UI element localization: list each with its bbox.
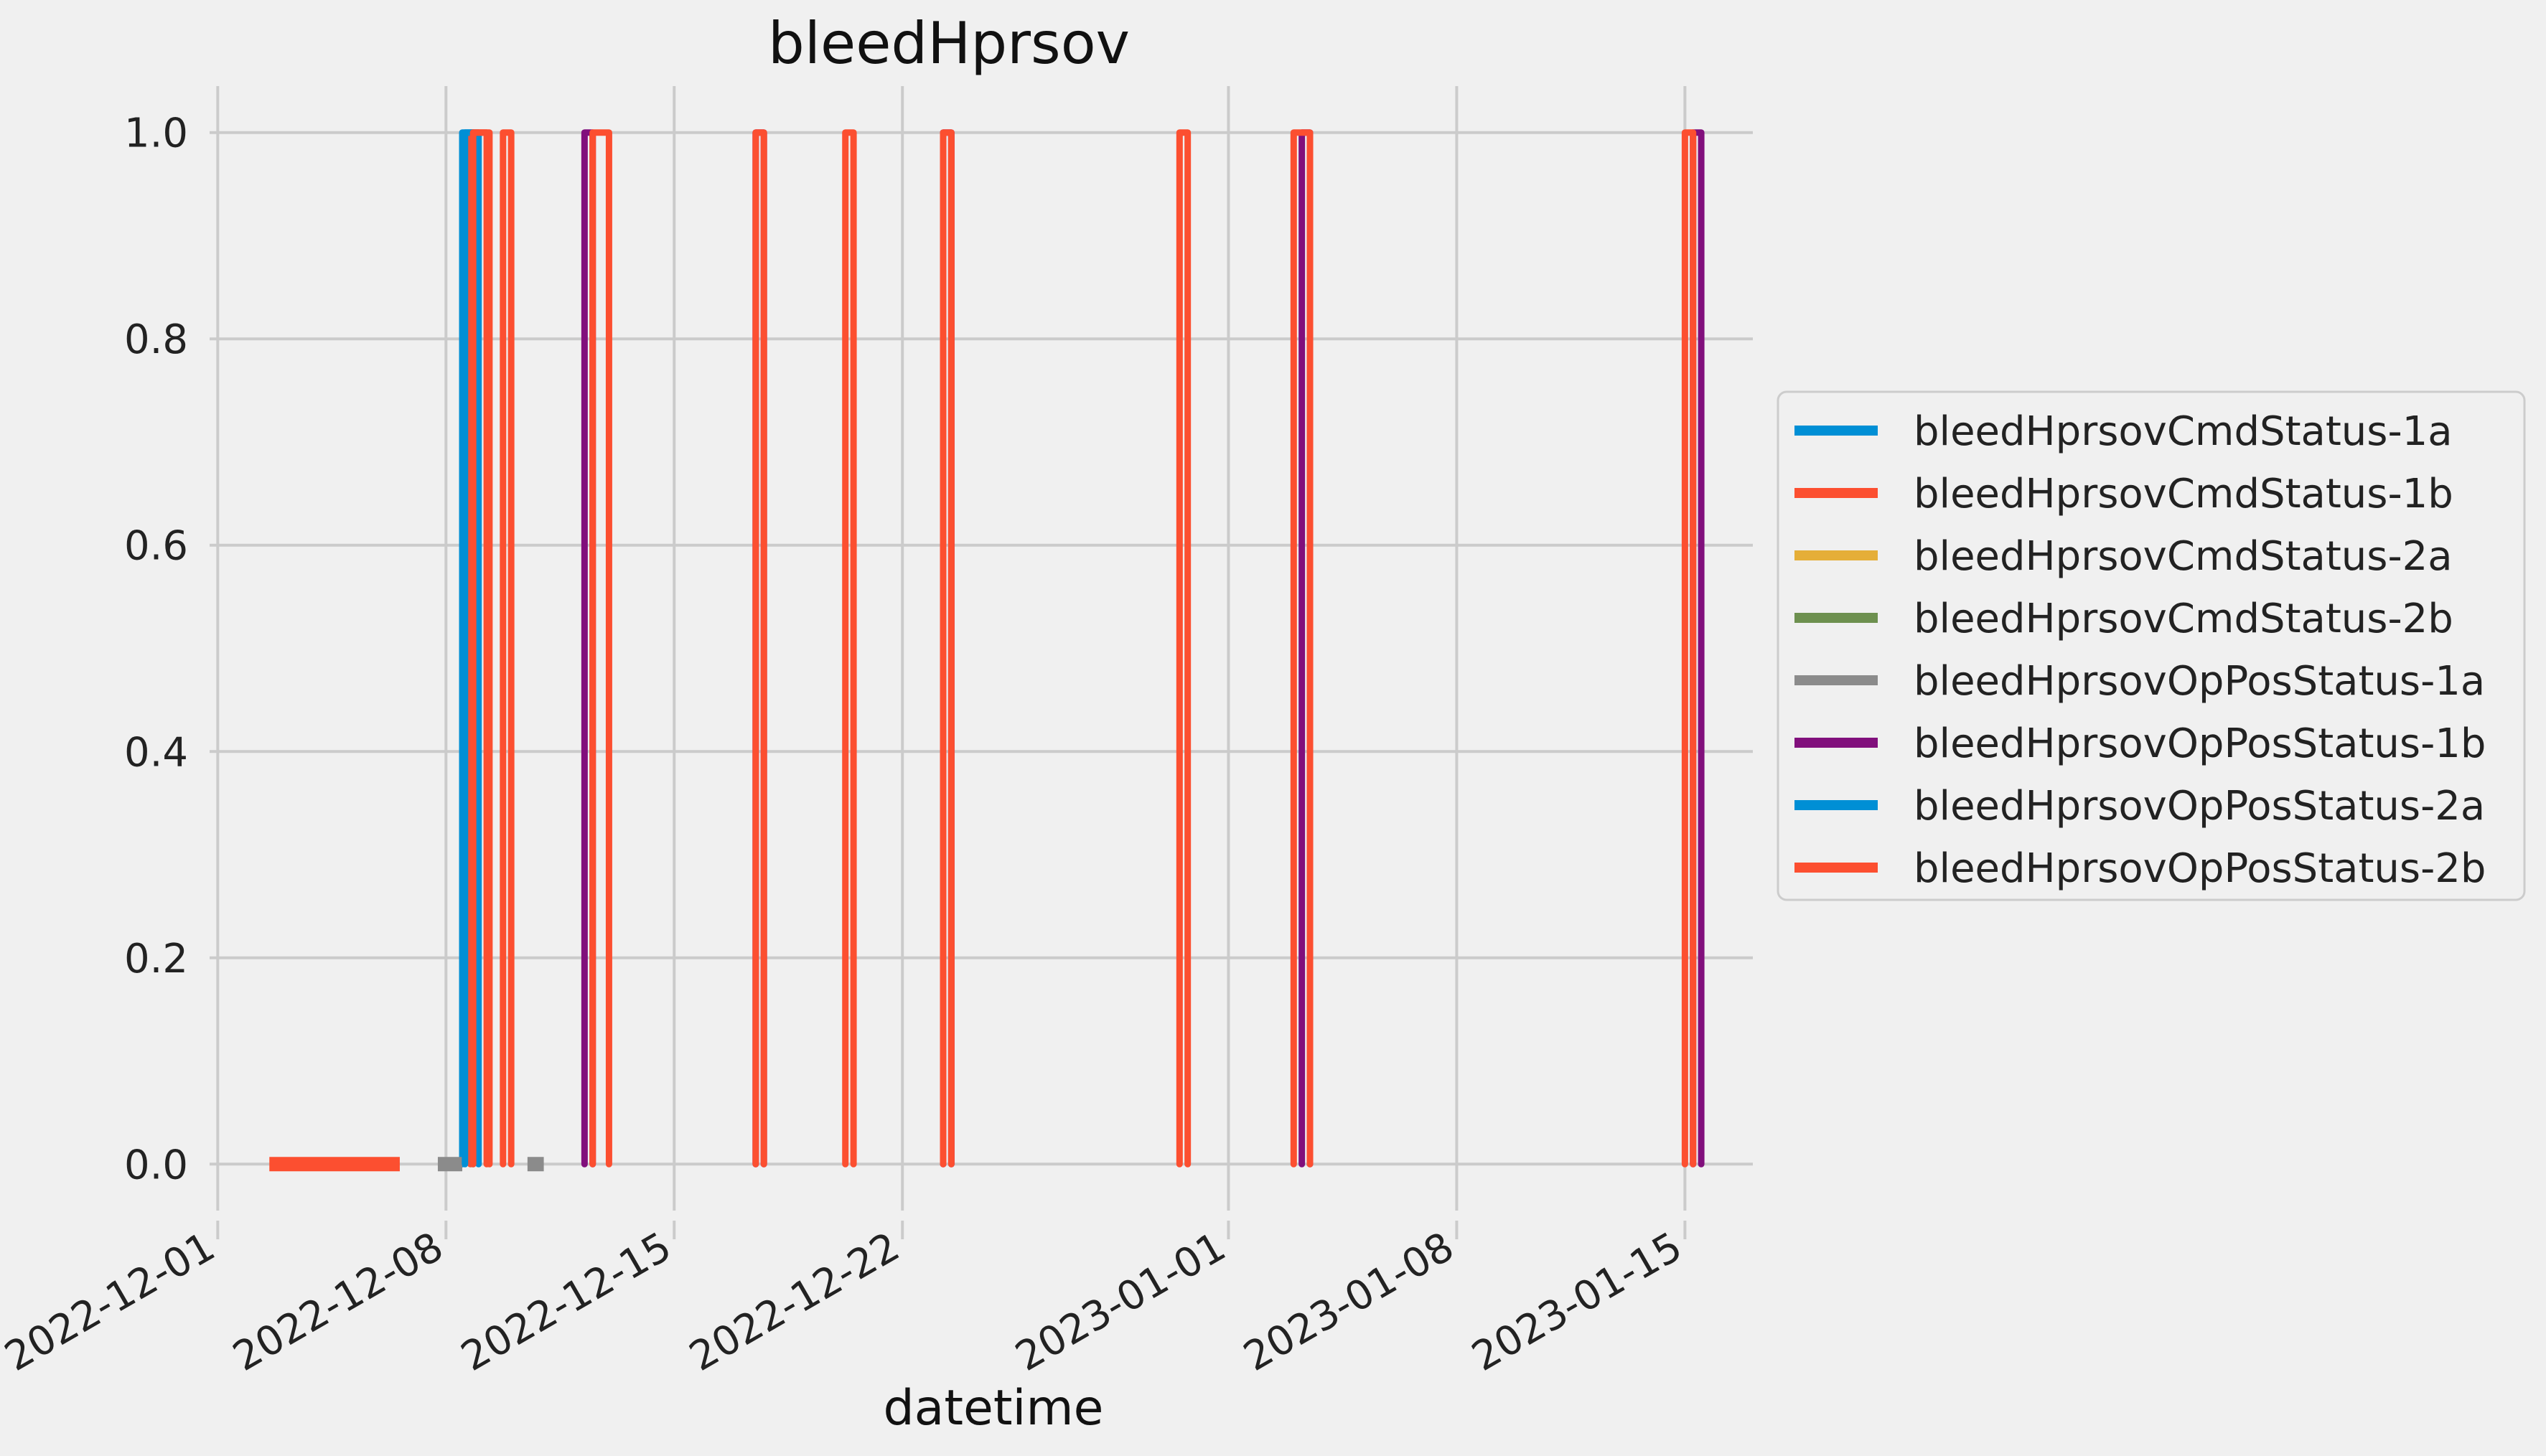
series-bleedHprsovOpPosStatus-2b: [269, 129, 1697, 1172]
series-pulse: [1681, 129, 1697, 1168]
gridlines: [210, 86, 1753, 1239]
x-tick-label: 2022-12-08: [225, 1223, 451, 1381]
series-pulse: [500, 129, 515, 1168]
legend-label: bleedHprsovCmdStatus-1b: [1914, 471, 2453, 517]
series-pulse: [589, 129, 612, 1168]
y-tick-label: 0.8: [124, 316, 188, 363]
y-tick-label: 0.2: [124, 936, 188, 982]
x-tick-label: 2022-12-22: [682, 1223, 907, 1381]
legend: bleedHprsovCmdStatus-1a bleedHprsovCmdSta…: [1777, 390, 2526, 901]
y-tick-label: 0.6: [124, 523, 188, 570]
x-tick-label: 2022-12-15: [454, 1223, 679, 1381]
series-pulse: [752, 129, 767, 1168]
legend-label: bleedHprsovCmdStatus-2a: [1914, 533, 2453, 580]
x-axis-label: datetime: [884, 1380, 1104, 1437]
legend-label: bleedHprsovOpPosStatus-2a: [1914, 783, 2485, 830]
x-tick-label: 2023-01-15: [1464, 1223, 1690, 1381]
y-tick-label: 1.0: [124, 111, 188, 157]
series-pulse: [842, 129, 857, 1168]
legend-label: bleedHprsovOpPosStatus-2b: [1914, 845, 2486, 892]
x-tick-label: 2023-01-01: [1008, 1223, 1233, 1381]
x-tick-label: 2023-01-08: [1236, 1223, 1461, 1381]
legend-frame: [1777, 390, 2526, 901]
legend-label: bleedHprsovCmdStatus-2b: [1914, 596, 2453, 642]
series-pulse: [940, 129, 955, 1168]
legend-label: bleedHprsovOpPosStatus-1a: [1914, 658, 2485, 705]
legend-label: bleedHprsovCmdStatus-1a: [1914, 408, 2453, 455]
chart-title: bleedHprsov: [768, 10, 1130, 77]
series-bleedHprsovOpPosStatus-1b: [581, 129, 1705, 1168]
x-tick-label: 2022-12-01: [0, 1223, 223, 1381]
y-tick-label: 0.0: [124, 1142, 188, 1188]
series-pulse: [469, 129, 493, 1168]
data-series: [269, 129, 1705, 1172]
legend-label: bleedHprsovOpPosStatus-1b: [1914, 720, 2486, 767]
y-tick-label: 0.4: [124, 729, 188, 776]
series-pulse: [1176, 129, 1192, 1168]
series-pulse: [1290, 129, 1314, 1168]
